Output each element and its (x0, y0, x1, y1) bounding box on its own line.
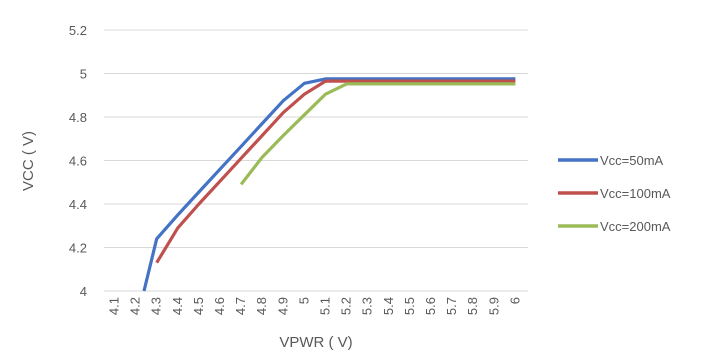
series-line-vcc-50ma (142, 77, 516, 292)
x-tick-label: 5.3 (360, 297, 375, 315)
x-tick-label: 5.6 (423, 297, 438, 315)
y-tick-label: 4.2 (69, 241, 87, 256)
x-tick-label: 5.4 (381, 297, 396, 315)
x-axis-title: VPWR ( V) (279, 334, 352, 351)
x-tick-label: 5.9 (486, 297, 501, 315)
series-line-vcc-200ma (239, 82, 516, 186)
x-tick-label: 6 (507, 297, 522, 304)
x-tick-label: 4.5 (191, 297, 206, 315)
x-tick-label: 5.1 (318, 297, 333, 315)
legend: Vcc=50mA Vcc=100mA Vcc=200mA (558, 153, 671, 234)
x-tick-label: 4.8 (254, 297, 269, 315)
y-tick-label: 4 (80, 284, 87, 299)
x-tick-label: 4.7 (233, 297, 248, 315)
y-tick-label: 5.2 (69, 23, 87, 38)
x-tick-label: 5.7 (444, 297, 459, 315)
y-tick-label: 5 (80, 67, 87, 82)
y-tick-label: 4.8 (69, 110, 87, 125)
x-tick-label: 5 (296, 297, 311, 304)
x-tick-label: 4.3 (149, 297, 164, 315)
y-axis-title: VCC ( V) (20, 131, 37, 191)
series-line-vcc-100ma (155, 79, 516, 264)
x-tick-label: 5.5 (402, 297, 417, 315)
axes: 4 4.2 4.4 4.6 4.8 5 5.2 4.1 4.2 4.3 4.4 4.5 4.6 4.7 4.… (69, 23, 528, 315)
x-tick-label: 5.8 (465, 297, 480, 315)
legend-label: Vcc=50mA (600, 153, 664, 168)
x-tick-label: 4.6 (212, 297, 227, 315)
legend-label: Vcc=200mA (600, 219, 671, 234)
x-tick-label: 4.9 (275, 297, 290, 315)
x-tick-label: 4.1 (107, 297, 122, 315)
x-tick-label: 4.4 (170, 297, 185, 315)
x-tick-label: 4.2 (128, 297, 143, 315)
series-lines (142, 77, 516, 292)
x-tick-label: 5.2 (339, 297, 354, 315)
y-tick-label: 4.4 (69, 197, 87, 212)
gridlines (104, 29, 528, 248)
legend-label: Vcc=100mA (600, 186, 671, 201)
y-tick-label: 4.6 (69, 154, 87, 169)
